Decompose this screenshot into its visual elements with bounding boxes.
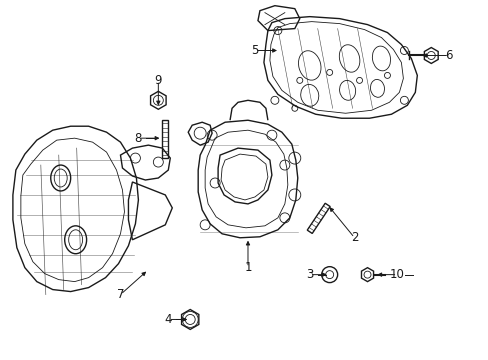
- Text: 1: 1: [244, 261, 251, 274]
- Text: 6: 6: [445, 49, 452, 62]
- Text: 2: 2: [350, 231, 358, 244]
- Text: 4: 4: [164, 313, 172, 326]
- Text: 7: 7: [117, 288, 124, 301]
- Text: 10: 10: [389, 268, 404, 281]
- Text: 3: 3: [305, 268, 313, 281]
- Text: 5: 5: [251, 44, 258, 57]
- Text: 8: 8: [135, 132, 142, 145]
- Text: 9: 9: [154, 74, 162, 87]
